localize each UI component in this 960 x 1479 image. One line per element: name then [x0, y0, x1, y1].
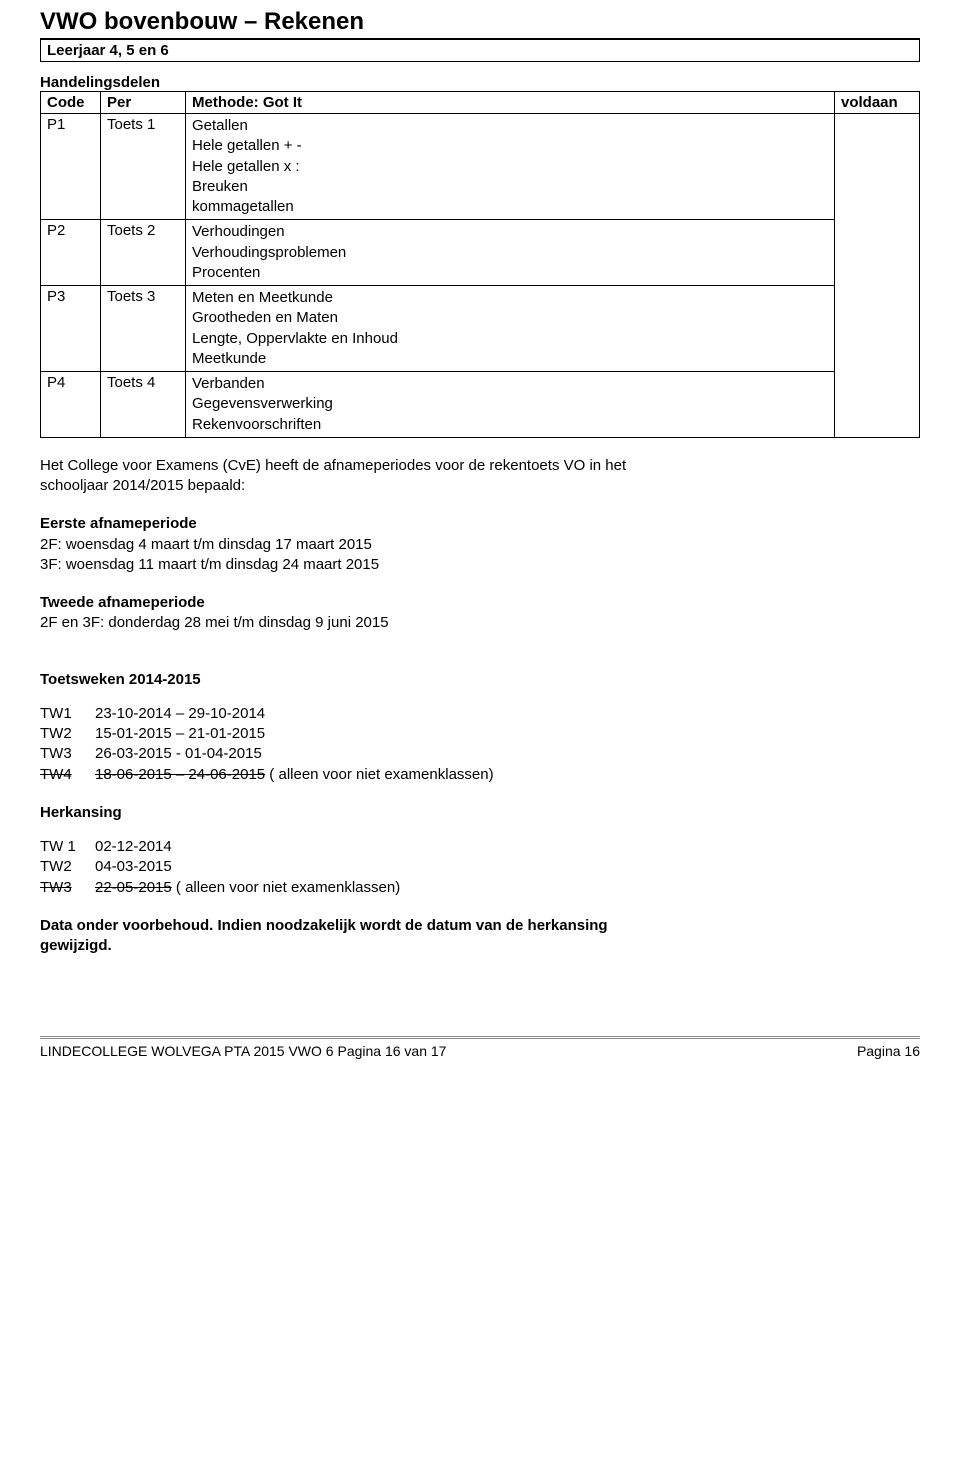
herkansing-dates: 22-05-2015 ( alleen voor niet examenklas…: [95, 878, 920, 898]
table-row: P4Toets 4VerbandenGegevensverwerkingReke…: [41, 372, 920, 438]
cell-per: Toets 3: [101, 286, 186, 372]
herkansing-row: TW204-03-2015: [40, 857, 920, 877]
toetsweken-label: TW2: [40, 724, 95, 744]
cell-per: Toets 2: [101, 220, 186, 286]
th-method: Methode: Got It: [186, 92, 835, 114]
handelingsdelen-heading: Handelingsdelen: [40, 74, 920, 91]
intro-paragraph: Het College voor Examens (CvE) heeft de …: [40, 456, 920, 497]
toetsweken-dates: 18-06-2015 – 24-06-2015 ( alleen voor ni…: [95, 765, 920, 785]
toetsweken-row: TW123-10-2014 – 29-10-2014: [40, 704, 920, 724]
method-line: Verhoudingsproblemen: [192, 243, 828, 263]
method-line: Meetkunde: [192, 349, 828, 369]
toetsweken-row: TW418-06-2015 – 24-06-2015 ( alleen voor…: [40, 765, 920, 785]
cell-method: GetallenHele getallen + -Hele getallen x…: [186, 114, 835, 220]
herkansing-label: TW2: [40, 857, 95, 877]
disclaimer: Data onder voorbehoud. Indien noodzakeli…: [40, 916, 920, 957]
herkansing-dates: 04-03-2015: [95, 857, 920, 877]
eerste-heading: Eerste afnameperiode: [40, 514, 920, 534]
cell-code: P4: [41, 372, 101, 438]
herkansing-label: TW3: [40, 878, 95, 898]
method-line: Hele getallen + -: [192, 136, 828, 156]
cell-voldaan: [835, 114, 920, 438]
intro-line: schooljaar 2014/2015 bepaald:: [40, 476, 920, 496]
cell-code: P3: [41, 286, 101, 372]
cell-per: Toets 1: [101, 114, 186, 220]
method-line: Verhoudingen: [192, 222, 828, 242]
table-row: P1Toets 1GetallenHele getallen + -Hele g…: [41, 114, 920, 220]
th-code: Code: [41, 92, 101, 114]
method-line: Rekenvoorschriften: [192, 415, 828, 435]
herkansing-block: Herkansing TW 102-12-2014TW204-03-2015TW…: [40, 803, 920, 898]
cell-code: P2: [41, 220, 101, 286]
eerste-line: 2F: woensdag 4 maart t/m dinsdag 17 maar…: [40, 535, 920, 555]
tweede-heading: Tweede afnameperiode: [40, 593, 920, 613]
page-footer: LINDECOLLEGE WOLVEGA PTA 2015 VWO 6 Pagi…: [40, 1036, 920, 1059]
cell-per: Toets 4: [101, 372, 186, 438]
herkansing-row: TW322-05-2015 ( alleen voor niet examenk…: [40, 878, 920, 898]
tweede-afnameperiode: Tweede afnameperiode 2F en 3F: donderdag…: [40, 593, 920, 634]
intro-line: Het College voor Examens (CvE) heeft de …: [40, 456, 920, 476]
page-title: VWO bovenbouw – Rekenen: [40, 8, 920, 40]
codes-table: Code Per Methode: Got It voldaan P1Toets…: [40, 91, 920, 438]
footer-rule: [40, 1036, 920, 1039]
herkansing-heading: Herkansing: [40, 803, 920, 823]
toetsweken-dates: 23-10-2014 – 29-10-2014: [95, 704, 920, 724]
table-row: P2Toets 2VerhoudingenVerhoudingsprobleme…: [41, 220, 920, 286]
cell-method: Meten en MeetkundeGrootheden en MatenLen…: [186, 286, 835, 372]
disclaimer-line: gewijzigd.: [40, 936, 920, 956]
toetsweken-label: TW3: [40, 744, 95, 764]
th-voldaan: voldaan: [835, 92, 920, 114]
eerste-line: 3F: woensdag 11 maart t/m dinsdag 24 maa…: [40, 555, 920, 575]
toetsweken-row: TW326-03-2015 - 01-04-2015: [40, 744, 920, 764]
footer-right: Pagina 16: [857, 1043, 920, 1059]
method-line: Procenten: [192, 263, 828, 283]
method-line: Getallen: [192, 116, 828, 136]
toetsweken-label: TW4: [40, 765, 95, 785]
method-line: Verbanden: [192, 374, 828, 394]
herkansing-row: TW 102-12-2014: [40, 837, 920, 857]
disclaimer-line: Data onder voorbehoud. Indien noodzakeli…: [40, 916, 920, 936]
toetsweken-heading: Toetsweken 2014-2015: [40, 670, 920, 690]
toetsweken-block: Toetsweken 2014-2015 TW123-10-2014 – 29-…: [40, 670, 920, 785]
footer-left: LINDECOLLEGE WOLVEGA PTA 2015 VWO 6 Pagi…: [40, 1043, 446, 1059]
page-subtitle: Leerjaar 4, 5 en 6: [40, 40, 920, 62]
method-line: kommagetallen: [192, 197, 828, 217]
cell-code: P1: [41, 114, 101, 220]
method-line: Breuken: [192, 177, 828, 197]
table-row: P3Toets 3Meten en MeetkundeGrootheden en…: [41, 286, 920, 372]
toetsweken-label: TW1: [40, 704, 95, 724]
method-line: Meten en Meetkunde: [192, 288, 828, 308]
method-line: Hele getallen x :: [192, 157, 828, 177]
toetsweken-row: TW215-01-2015 – 21-01-2015: [40, 724, 920, 744]
herkansing-label: TW 1: [40, 837, 95, 857]
th-per: Per: [101, 92, 186, 114]
eerste-afnameperiode: Eerste afnameperiode 2F: woensdag 4 maar…: [40, 514, 920, 575]
herkansing-dates: 02-12-2014: [95, 837, 920, 857]
method-line: Gegevensverwerking: [192, 394, 828, 414]
cell-method: VerhoudingenVerhoudingsproblemenProcente…: [186, 220, 835, 286]
method-line: Lengte, Oppervlakte en Inhoud: [192, 329, 828, 349]
tweede-line: 2F en 3F: donderdag 28 mei t/m dinsdag 9…: [40, 613, 920, 633]
toetsweken-dates: 26-03-2015 - 01-04-2015: [95, 744, 920, 764]
method-line: Grootheden en Maten: [192, 308, 828, 328]
cell-method: VerbandenGegevensverwerkingRekenvoorschr…: [186, 372, 835, 438]
toetsweken-dates: 15-01-2015 – 21-01-2015: [95, 724, 920, 744]
